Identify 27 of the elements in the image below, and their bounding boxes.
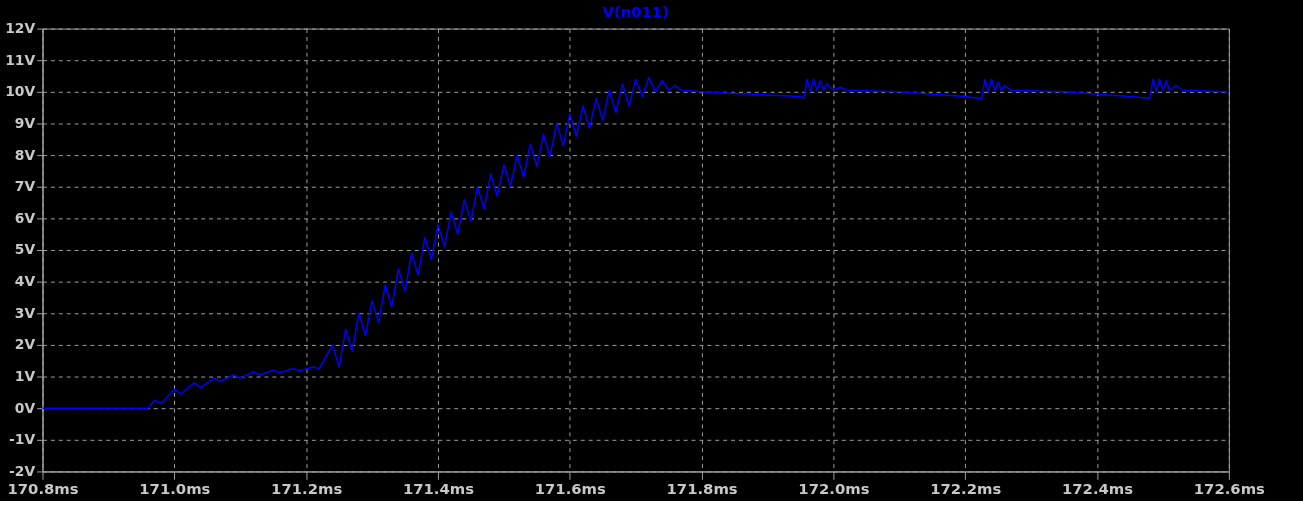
x-tick-label: 171.8ms: [666, 479, 738, 497]
y-tick-label: 8V: [14, 146, 36, 163]
y-tick-label: 1V: [14, 368, 36, 384]
y-tick-label: 10V: [5, 83, 36, 100]
x-tick-label: 171.0ms: [139, 479, 211, 497]
chart-title: V(n011): [602, 2, 669, 20]
x-tick-label: 171.2ms: [271, 479, 343, 497]
x-tick-label: 170.8ms: [7, 479, 79, 497]
y-tick-label: 6V: [14, 209, 36, 226]
x-tick-label: 172.0ms: [798, 479, 870, 497]
x-tick-label: 171.6ms: [534, 479, 606, 497]
y-tick-label: 9V: [14, 114, 36, 131]
x-tick-label: 171.4ms: [402, 479, 475, 497]
y-tick-label: 5V: [14, 241, 36, 258]
x-tick-label: 172.4ms: [1061, 479, 1134, 497]
x-tick-label: 172.2ms: [930, 479, 1002, 497]
y-tick-label: 11V: [5, 51, 36, 68]
y-tick-label: 4V: [14, 273, 36, 290]
y-tick-label: -2V: [9, 462, 36, 479]
y-tick-label: -1V: [9, 431, 36, 448]
y-tick-label: 12V: [5, 20, 36, 36]
x-tick-label: 172.6ms: [1193, 479, 1266, 497]
y-tick-label: 7V: [14, 178, 36, 195]
line-series: [41, 76, 1230, 409]
y-tick-label: 0V: [14, 399, 36, 416]
y-tick-label: 3V: [14, 304, 36, 321]
y-tick-label: 2V: [14, 336, 36, 353]
